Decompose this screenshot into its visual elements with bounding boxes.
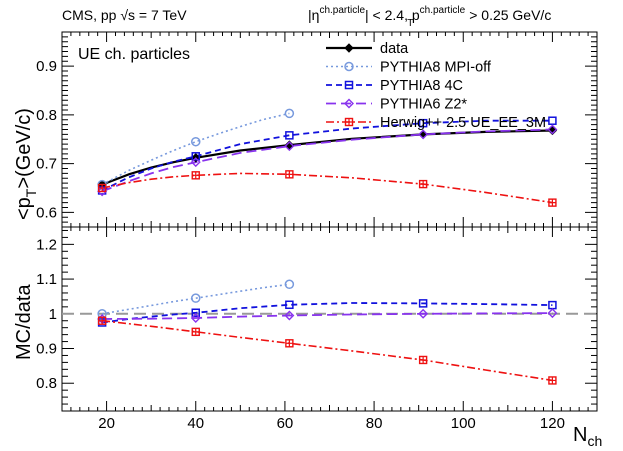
header-pt-sub: T — [407, 18, 413, 29]
point-p6_z2-top — [190, 157, 201, 168]
point-p6_z2-top — [418, 129, 429, 140]
legend-marker-p6_z2 — [344, 98, 354, 109]
point-mpioff-top — [284, 108, 295, 119]
top-panel-label: UE ch. particles — [78, 46, 190, 63]
point-p8_4c-bottom — [285, 300, 294, 310]
legend-label-herwig: Herwig++ 2.5 UE_EE_3M — [380, 115, 546, 131]
point-herwig-top-cross — [98, 184, 106, 192]
axis-ticks: 0.6 0.7 0.8 0.9 20 40 60 80 100 120 0.8 0.9 1 1.1 1.2 — [36, 31, 598, 432]
series-line-mpioff-bottom — [101, 283, 290, 315]
legend-marker-mpioff — [344, 61, 354, 72]
point-mpioff-bottom — [284, 279, 295, 290]
header-right: |ηch.particle| < 2.4, pch.particle T > 0.… — [308, 5, 551, 29]
y-tick-label: 0.8 — [36, 107, 57, 124]
y-tick-label: 1.1 — [36, 271, 57, 288]
point-herwig-top-cross — [192, 171, 200, 179]
point-p8_4c-top — [418, 118, 428, 128]
legend: data PYTHIA8 MPI-off PYTHIA8 4C PYTHIA6 Z2*… — [326, 41, 546, 131]
series-curves — [101, 112, 553, 382]
series-line-p6_z2-bottom — [102, 312, 553, 320]
point-herwig-top-cross — [285, 170, 293, 178]
point-herwig-bottom-cross — [419, 356, 427, 364]
point-p6_z2-bottom — [547, 308, 558, 319]
point-p8_4c-top — [548, 116, 557, 125]
legend-label-p8_4c: PYTHIA8 4C — [380, 78, 463, 94]
x-tick-label: 100 — [451, 415, 476, 432]
point-herwig-bottom-cross — [548, 376, 556, 384]
point-herwig-top-cross — [548, 199, 556, 207]
top-ylabel-sub: T — [23, 188, 39, 197]
x-axis-label: Nch — [573, 424, 602, 449]
series-line-p6_z2-top — [101, 128, 553, 193]
point-p8_4c-bottom — [191, 308, 200, 318]
x-axis-label-sub: ch — [587, 433, 602, 449]
x-tick-label: 80 — [366, 415, 383, 432]
top-ylabel-main: <p — [13, 197, 35, 220]
series-line-herwig-bottom — [102, 319, 553, 382]
point-p8_4c-bottom — [418, 299, 428, 308]
header-eta-sup: ch.particle — [319, 5, 365, 16]
y-tick-label: 0.9 — [36, 341, 57, 358]
y-tick-label: 0.6 — [36, 204, 57, 221]
point-p6_z2-top — [547, 124, 558, 135]
legend-label-p6_z2: PYTHIA6 Z2* — [380, 97, 467, 113]
point-mpioff-bottom — [191, 293, 201, 303]
point-p8_4c-top — [191, 152, 200, 161]
x-tick-label: 40 — [187, 415, 204, 432]
series-line-p8_4c-top — [101, 119, 553, 192]
y-tick-label: 0.7 — [36, 156, 57, 173]
top-ylabel-tail: >(GeV/c) — [13, 108, 35, 189]
legend-marker-data — [344, 43, 354, 53]
point-p6_z2-top — [97, 186, 108, 197]
legend-label-data: data — [380, 41, 409, 57]
point-p8_4c-bottom — [548, 300, 557, 310]
top-ylabel: <pT>(GeV/c) — [13, 108, 39, 220]
legend-label-mpioff: PYTHIA8 MPI-off — [380, 60, 492, 76]
header-mid: | < 2.4, p — [365, 7, 420, 23]
legend-marker-p8_4c — [344, 80, 354, 90]
header-pt-sup: ch.particle — [420, 5, 466, 16]
point-herwig-bottom-cross — [285, 339, 293, 347]
point-p8_4c-top — [285, 131, 294, 140]
header-eta: |η — [308, 7, 319, 23]
y-tick-label: 0.9 — [36, 58, 57, 75]
bottom-panel-frame — [61, 226, 598, 412]
point-herwig-bottom-cross — [98, 317, 106, 325]
point-herwig-bottom-cross — [192, 328, 200, 336]
y-tick-label: 1.2 — [36, 236, 57, 253]
point-data-top — [418, 129, 428, 140]
point-mpioff-top — [191, 136, 201, 147]
x-tick-label: 20 — [98, 415, 115, 432]
x-tick-label: 120 — [540, 415, 565, 432]
series-line-p8_4c-bottom — [101, 302, 553, 324]
header-left: CMS, pp √s = 7 TeV — [62, 7, 187, 23]
point-p6_z2-bottom — [418, 308, 429, 319]
point-p6_z2-bottom — [190, 312, 201, 323]
point-herwig-top-cross — [419, 180, 427, 188]
series-line-mpioff-top — [101, 112, 290, 186]
series-line-herwig-top — [101, 172, 553, 204]
y-tick-label: 0.8 — [36, 375, 57, 392]
series-markers — [97, 108, 558, 385]
header-tail: > 0.25 GeV/c — [465, 7, 551, 23]
point-p6_z2-top — [284, 141, 295, 152]
legend-marker-herwig-cross — [345, 118, 353, 126]
y-tick-label: 1 — [49, 306, 57, 323]
x-tick-label: 60 — [277, 415, 294, 432]
x-axis-label-main: N — [573, 424, 587, 446]
bottom-ylabel: MC/data — [13, 284, 35, 360]
point-p6_z2-bottom — [284, 310, 295, 321]
